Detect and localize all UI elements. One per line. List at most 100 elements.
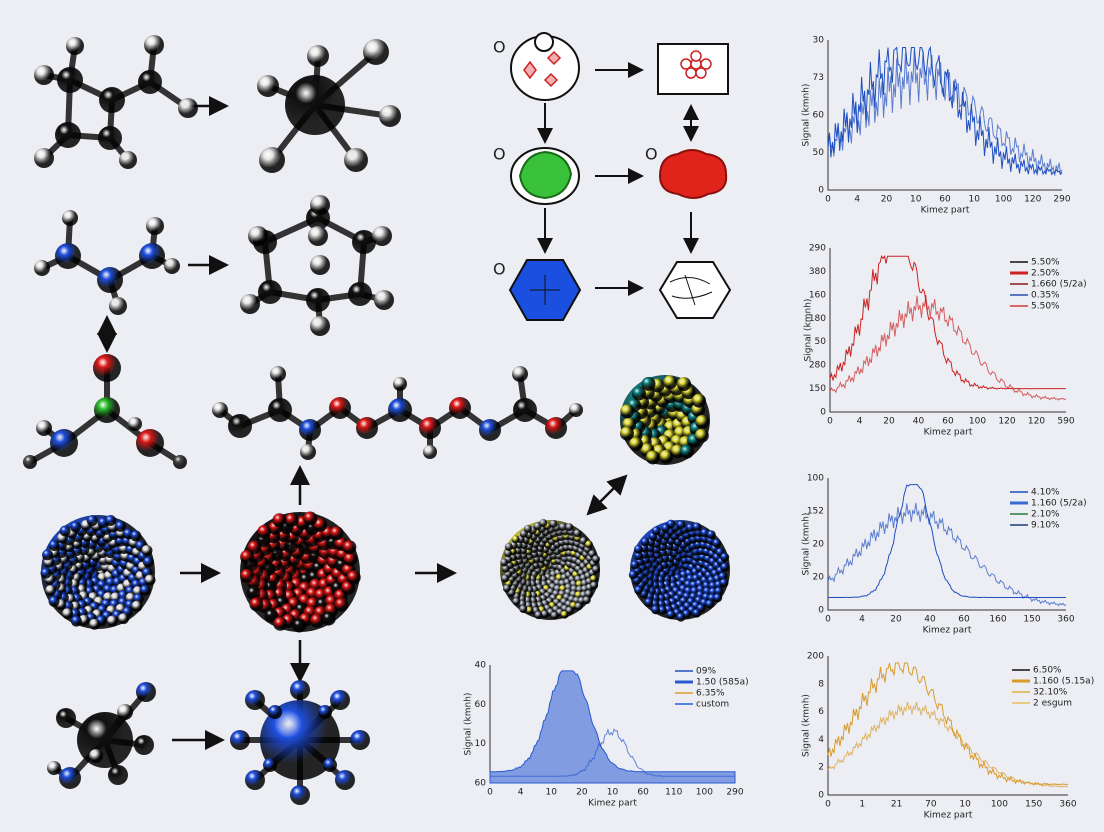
atom [70,521,82,533]
atom [131,600,143,612]
x-tick-label: 10 [910,195,922,205]
atom [651,526,661,536]
atom [56,708,76,728]
x-tick-label: 0 [825,195,831,205]
x-tick-label: 60 [637,788,649,798]
atom [582,596,591,605]
atom [657,605,667,615]
x-tick-label: 40 [924,615,936,625]
atom [34,65,54,85]
atom [93,354,121,382]
atom [692,608,702,618]
legend-label: 1.660 (5/2a) [1031,280,1087,290]
atom [379,105,401,127]
atom [62,210,78,226]
atom [589,575,598,584]
atom [519,605,528,614]
atom [705,599,715,609]
atom [99,87,125,113]
x-tick-label: 100 [991,800,1008,810]
atom [321,611,336,626]
atom [247,540,262,555]
atom [685,523,695,533]
atom [329,397,351,419]
chart: 0 4 20 40 60 100 120 120 590 0 150 280 50 180 160 380 29… [804,244,1087,438]
atom [117,704,133,720]
axes [827,478,1066,611]
atom [584,540,593,549]
atom [36,420,52,436]
atom [634,551,644,561]
atom [549,519,558,528]
legend-label: 2.50% [1031,269,1060,279]
atom [42,549,54,561]
y-tick-label: 0 [820,408,826,418]
atom [479,419,501,441]
y-tick-label: 290 [809,244,826,254]
atom [666,610,676,620]
atom [419,417,441,439]
atom [318,705,332,719]
molecules [23,35,730,805]
y-tick-label: 30 [813,36,825,46]
atom [106,615,118,627]
x-tick-label: 21 [891,800,902,810]
x-tick-label: 20 [883,417,895,427]
x-tick-label: 10 [959,800,971,810]
atom [50,429,78,457]
atom [212,402,228,418]
atom [245,770,265,790]
curve [827,502,1067,607]
atom [268,705,282,719]
legend-label: 5.50% [1031,258,1060,268]
atom [513,398,537,422]
atom [539,519,548,528]
x-tick-label: 0 [487,788,493,798]
atom [691,393,706,408]
atom [300,444,316,460]
atom [98,126,122,150]
atom [142,556,154,568]
x-tick-label: 4 [518,788,524,798]
atom [230,730,250,750]
atom [634,585,644,595]
atom [310,316,330,336]
atom [136,429,164,457]
y-tick-label: 2 [818,763,824,773]
atom [245,690,265,710]
y-tick-label: 200 [807,652,824,662]
atom [679,444,694,459]
axes [829,248,1066,413]
x-tick-label: 590 [1057,417,1074,427]
atom [257,524,272,539]
atom [128,417,142,431]
atom [641,376,656,391]
atom [644,597,654,607]
atom [48,539,60,551]
atom [77,712,133,768]
atom [363,39,389,65]
flow-label: O [645,145,658,164]
x-tick-label: 290 [726,788,743,798]
atom [139,584,151,596]
atom [663,375,678,390]
atom [290,680,310,700]
curve [827,701,1069,788]
legend-label: 1.160 (5.15a) [1033,677,1094,687]
atom [348,282,372,306]
y-tick-label: 280 [809,361,826,371]
atom [59,767,81,789]
legend-label: 1.160 (5/2a) [1031,499,1087,509]
y-tick-label: 60 [475,700,487,710]
atom [146,217,164,235]
atom [264,608,279,623]
x-tick-label: 290 [1053,195,1070,205]
atom [666,519,676,529]
legend-label: 09% [696,667,716,677]
curve [827,45,1063,177]
atom [676,520,686,530]
legend-label: 1.50 (585a) [696,678,749,688]
x-tick-label: 70 [925,800,937,810]
atom [138,70,162,94]
atom [310,195,330,215]
